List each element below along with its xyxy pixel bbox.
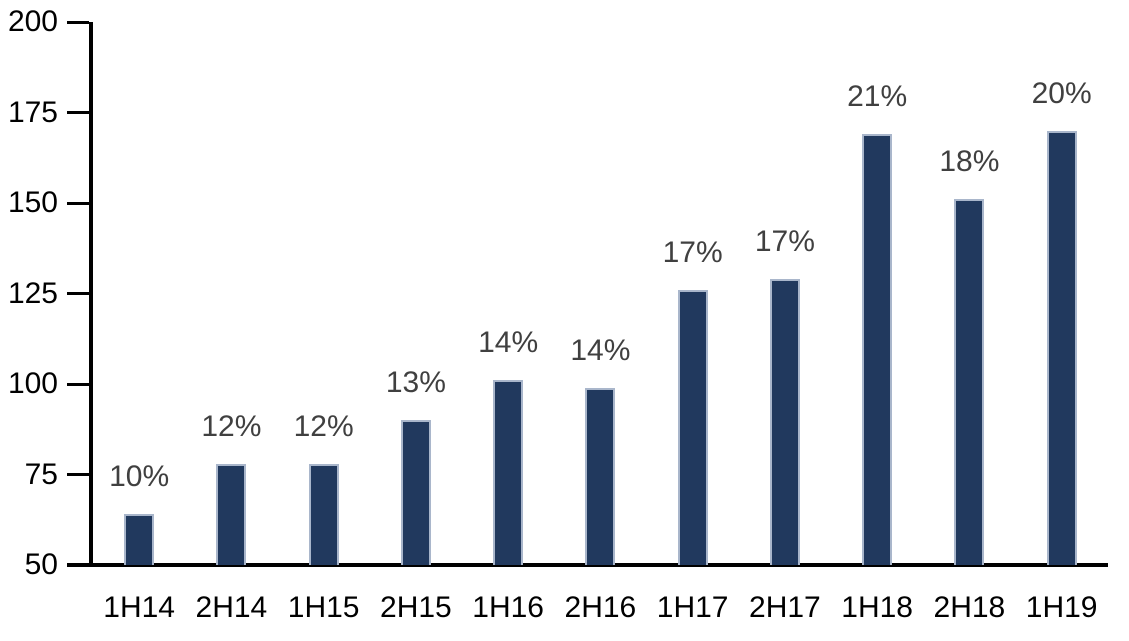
x-axis-label: 1H19: [1025, 591, 1098, 624]
y-axis-tick-label: 200: [7, 5, 58, 38]
bar: [954, 199, 985, 565]
y-axis-tick-mark: [67, 292, 89, 295]
x-axis-label: 2H14: [195, 591, 268, 624]
bar-value-label: 17%: [754, 225, 815, 259]
bar-value-label: 14%: [570, 333, 631, 367]
x-axis-label: 1H16: [472, 591, 544, 624]
x-axis-line: [67, 563, 1108, 567]
y-axis-tick-label: 100: [7, 367, 58, 400]
bar: [400, 420, 431, 565]
x-axis-label: 1H14: [103, 591, 175, 624]
bar-value-label: 18%: [939, 145, 1000, 179]
y-axis-tick-label: 150: [7, 186, 58, 219]
bar-value-label: 12%: [201, 409, 262, 443]
x-axis-label: 2H18: [933, 591, 1006, 624]
bar: [493, 380, 524, 565]
x-axis-label: 2H15: [380, 591, 452, 624]
y-axis-tick-label: 50: [24, 548, 58, 581]
bar: [862, 134, 893, 565]
bar: [1046, 130, 1077, 565]
y-axis-tick-mark: [67, 563, 89, 567]
y-axis-tick-label: 125: [7, 276, 58, 310]
x-axis-label: 1H18: [841, 591, 913, 624]
x-axis-label: 2H16: [564, 591, 637, 624]
bar: [585, 387, 616, 565]
y-axis-tick-mark: [67, 473, 89, 476]
bar-value-label: 13%: [385, 366, 446, 400]
y-axis-tick-mark: [67, 382, 89, 386]
bar-value-label: 20%: [1031, 76, 1092, 110]
x-axis-label: 1H15: [287, 591, 360, 624]
y-axis-line: [89, 22, 93, 565]
y-axis-tick-mark: [67, 111, 89, 114]
bar: [677, 289, 708, 565]
y-axis-tick-mark: [67, 201, 89, 205]
bar-value-label: 17%: [662, 235, 723, 269]
y-axis-tick-mark: [67, 20, 89, 24]
y-axis-tick-label: 75: [24, 457, 58, 491]
bar-value-label: 21%: [847, 80, 908, 114]
bar-value-label: 14%: [478, 326, 539, 360]
bar: [124, 514, 155, 565]
bar: [216, 463, 247, 565]
x-axis-label: 1H17: [656, 591, 729, 624]
bar: [769, 279, 800, 565]
bar-value-label: 10%: [109, 460, 170, 494]
y-axis-tick-label: 175: [7, 95, 58, 129]
bar-value-label: 12%: [293, 409, 354, 443]
x-axis-label: 2H17: [749, 591, 821, 624]
bar: [308, 463, 339, 565]
